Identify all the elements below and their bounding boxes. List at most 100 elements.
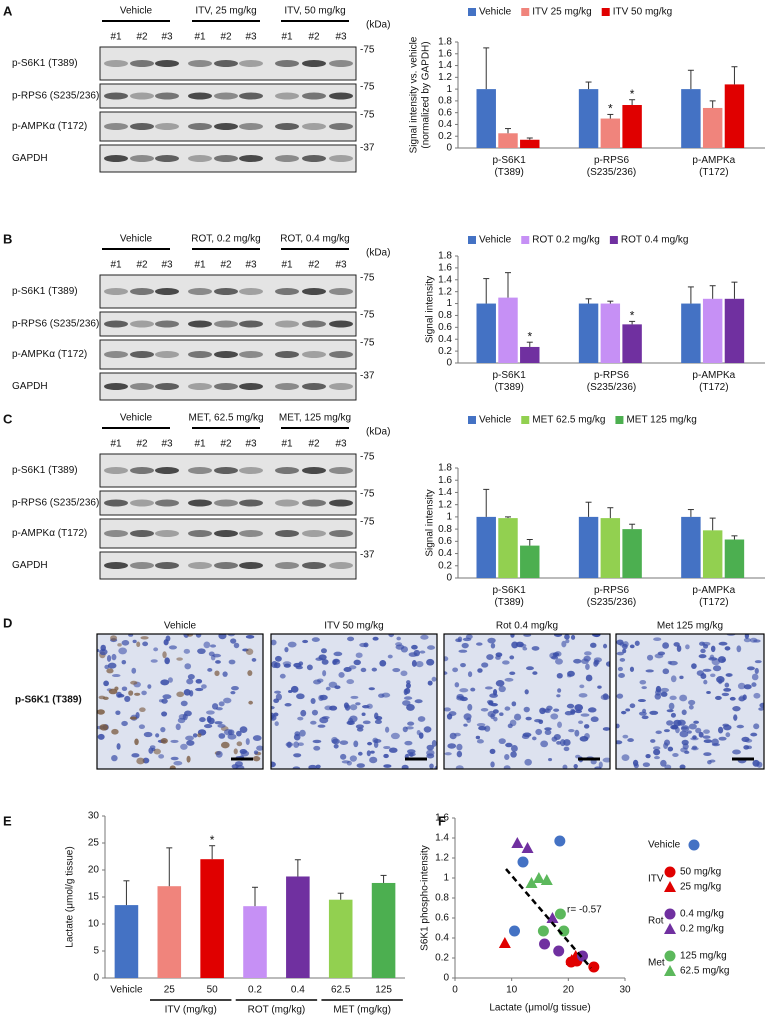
nucleus [723, 687, 732, 692]
blot-band [130, 123, 154, 130]
nucleus [688, 723, 697, 730]
blot-band [239, 530, 263, 537]
blot-row-label: GAPDH [12, 381, 48, 392]
y-tick-label: 1.4 [438, 487, 452, 498]
nucleus [550, 713, 559, 720]
nucleus [679, 730, 689, 738]
nucleus [343, 666, 352, 673]
nucleus [732, 706, 741, 712]
nucleus [738, 696, 745, 702]
legend-label: ROT 0.4 mg/kg [621, 235, 689, 246]
legend-label: ITV 50 mg/kg [613, 7, 672, 18]
nucleus [481, 662, 489, 668]
blot-row-label: p-RPS6 (S235/236) [12, 91, 99, 102]
nucleus [338, 671, 345, 678]
nucleus [725, 673, 733, 678]
nucleus [406, 749, 416, 754]
nucleus [480, 707, 489, 712]
nucleus [540, 740, 549, 748]
nucleus [700, 673, 707, 680]
nucleus [227, 733, 237, 740]
blot-band [214, 562, 238, 569]
nucleus [710, 645, 716, 653]
nucleus [387, 654, 393, 659]
nucleus [199, 717, 206, 723]
nucleus [590, 716, 599, 723]
bar [724, 298, 745, 363]
y-tick-label: 1.6 [438, 475, 452, 486]
nucleus [685, 644, 690, 650]
nucleus [319, 694, 328, 701]
nucleus [385, 726, 390, 733]
nucleus [215, 660, 221, 664]
nucleus [679, 764, 686, 769]
blot-band [188, 123, 212, 130]
blot-band [130, 383, 154, 390]
blot-band [155, 562, 179, 569]
blot-band [329, 60, 353, 67]
nucleus [454, 732, 461, 737]
y-tick-label: 0 [443, 973, 449, 984]
lane-label: #2 [308, 32, 320, 43]
nucleus [426, 658, 435, 666]
nucleus [417, 716, 426, 722]
kda-label: -75 [360, 338, 375, 349]
x-tick-label: p-AMPKa (T172) [692, 585, 735, 608]
trendline [505, 868, 592, 969]
legend-label: MET 62.5 mg/kg [532, 415, 605, 426]
nucleus [703, 739, 713, 744]
blot-band [214, 351, 238, 358]
nucleus [597, 685, 602, 689]
nucleus [454, 682, 460, 688]
nucleus [136, 641, 141, 647]
nucleus [627, 738, 634, 743]
blot-band [104, 320, 128, 328]
blot-band [302, 320, 326, 328]
nucleus [331, 738, 340, 745]
nucleus [637, 699, 646, 703]
nucleus [566, 703, 575, 709]
nucleus [162, 651, 167, 659]
nucleus [499, 712, 504, 717]
blot-band [275, 530, 299, 537]
nucleus [426, 744, 434, 751]
histology-image [616, 634, 764, 769]
nucleus [583, 724, 590, 729]
annotation: r= -0.57 [567, 905, 602, 916]
y-tick-label: 0.4 [435, 933, 449, 944]
nucleus [121, 686, 128, 691]
nucleus [535, 728, 543, 736]
nucleus [215, 707, 223, 711]
nucleus [456, 750, 463, 758]
nucleus [201, 684, 207, 689]
blot-row-label: p-RPS6 (S235/236) [12, 319, 99, 330]
histology-image [97, 634, 263, 769]
nucleus [460, 663, 466, 668]
nucleus [298, 661, 304, 666]
nucleus [502, 660, 510, 665]
blot-band [104, 530, 128, 537]
x-tick-label: p-RPS6 (S235/236) [587, 155, 636, 178]
nucleus [632, 759, 639, 767]
blot-band [329, 562, 353, 569]
histology-frame [615, 633, 765, 770]
bar [498, 518, 518, 578]
nucleus [256, 745, 263, 751]
nucleus [562, 764, 568, 769]
blot-band [302, 155, 326, 162]
nucleus [150, 659, 158, 663]
nucleus [311, 709, 319, 716]
nucleus [444, 656, 449, 662]
lane-label: #1 [110, 439, 122, 450]
nucleus [708, 657, 718, 661]
nucleus [347, 636, 355, 642]
nucleus [737, 682, 746, 690]
point [498, 937, 511, 948]
nucleus [646, 654, 654, 661]
lane-label: #2 [136, 260, 148, 271]
nucleus [167, 677, 173, 683]
nucleus [110, 635, 117, 641]
x-tick-label: p-RPS6 (S235/236) [587, 585, 636, 608]
nucleus [467, 671, 473, 678]
blot-band [155, 92, 179, 100]
